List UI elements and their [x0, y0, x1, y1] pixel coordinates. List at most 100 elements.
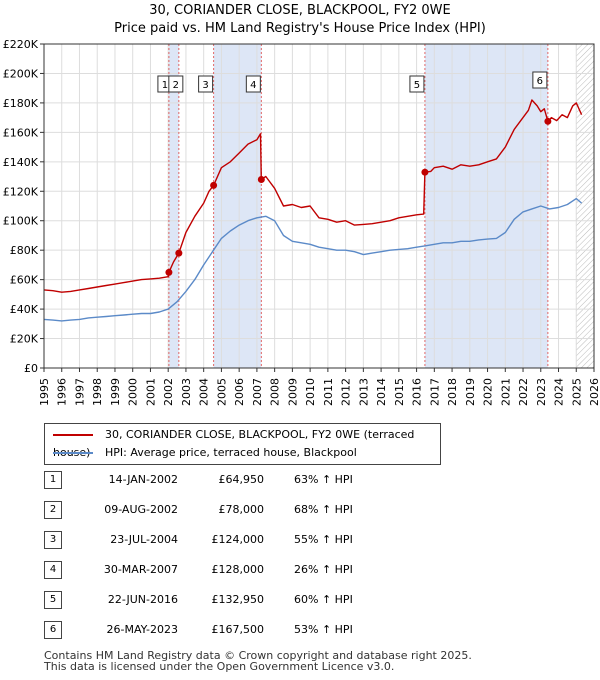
y-tick-label: £120K — [3, 185, 39, 198]
x-tick-label: 2018 — [446, 378, 459, 406]
x-tick-label: 1999 — [109, 378, 122, 406]
x-tick-label: 1995 — [38, 378, 51, 406]
sale-number: 1 — [44, 471, 62, 489]
x-tick-label: 2007 — [251, 378, 264, 406]
sale-marker-dot — [175, 249, 183, 257]
sale-marker-dot — [544, 117, 552, 125]
y-tick-label: £140K — [3, 156, 39, 169]
legend-item-property: 30, CORIANDER CLOSE, BLACKPOOL, FY2 0WE … — [53, 426, 440, 459]
sale-hpi-change: 63% ↑ HPI — [294, 473, 353, 486]
footer-line-1: Contains HM Land Registry data © Crown c… — [44, 649, 472, 662]
sale-label-box — [245, 75, 261, 93]
sale-label-text: 3 — [202, 80, 208, 91]
chart-title: 30, CORIANDER CLOSE, BLACKPOOL, FY2 0WE … — [0, 2, 600, 38]
x-tick-label: 1997 — [73, 378, 86, 406]
x-tick-label: 2017 — [428, 378, 441, 406]
x-tick-label: 2025 — [570, 378, 583, 406]
x-tick-label: 1998 — [91, 378, 104, 406]
title-line-1: 30, CORIANDER CLOSE, BLACKPOOL, FY2 0WE — [149, 3, 451, 18]
x-tick-label: 2023 — [535, 378, 548, 406]
sale-label-4: 4 — [245, 75, 261, 93]
projection-hatch — [576, 44, 594, 368]
property-series-line — [43, 99, 583, 293]
sale-date: 09-AUG-2002 — [104, 503, 178, 516]
y-tick-label: £40K — [10, 303, 39, 316]
y-tick-label: £20K — [10, 333, 39, 346]
y-tick-label: £220K — [3, 38, 39, 51]
sale-price: £132,950 — [211, 593, 265, 606]
sale-date: 26-MAY-2023 — [106, 623, 178, 636]
sale-marker-dot — [421, 168, 429, 176]
sale-price: £78,000 — [218, 503, 265, 516]
x-tick-label: 2000 — [127, 378, 140, 406]
sale-marker-dot — [165, 268, 173, 276]
x-tick-label: 2021 — [499, 378, 512, 406]
y-tick-label: £100K — [3, 215, 39, 228]
legend-swatch-hpi — [53, 452, 93, 454]
sale-label-2: 2 — [168, 75, 184, 93]
sale-markers — [165, 117, 552, 276]
sale-label-box — [168, 75, 184, 93]
x-tick-label: 2005 — [215, 378, 228, 406]
x-tick-label: 2010 — [304, 378, 317, 406]
sale-date: 30-MAR-2007 — [103, 563, 178, 576]
sale-label-box — [532, 71, 548, 89]
sale-hpi-change: 55% ↑ HPI — [294, 533, 353, 546]
sale-label-3: 3 — [198, 75, 214, 93]
legend-swatch-property — [53, 434, 93, 436]
sale-hpi-change: 68% ↑ HPI — [294, 503, 353, 516]
sale-date: 14-JAN-2002 — [108, 473, 178, 486]
sale-price: £124,000 — [211, 533, 265, 546]
sale-label-text: 5 — [414, 80, 420, 91]
y-tick-label: £200K — [3, 67, 39, 80]
shaded-range — [168, 44, 179, 368]
x-tick-label: 2009 — [286, 378, 299, 406]
x-tick-label: 2013 — [357, 378, 370, 406]
footer: Contains HM Land Registry data © Crown c… — [44, 650, 472, 672]
x-tick-label: 2008 — [269, 378, 282, 406]
sale-price: £167,500 — [211, 623, 265, 636]
sale-label-box — [198, 75, 214, 93]
x-tick-label: 2003 — [180, 378, 193, 406]
sale-number: 5 — [44, 591, 62, 609]
x-tick-label: 2022 — [517, 378, 530, 406]
sale-label-box — [409, 75, 425, 93]
x-tick-label: 2014 — [375, 378, 388, 406]
footer-line-2: This data is licensed under the Open Gov… — [44, 660, 395, 673]
x-tick-label: 2016 — [411, 378, 424, 406]
title-line-2: Price paid vs. HM Land Registry's House … — [114, 21, 486, 36]
sale-hpi-change: 26% ↑ HPI — [294, 563, 353, 576]
sale-hpi-change: 53% ↑ HPI — [294, 623, 353, 636]
sale-label-text: 6 — [537, 76, 543, 87]
series-lines — [43, 99, 583, 322]
sale-label-5: 5 — [409, 75, 425, 93]
y-tick-label: £180K — [3, 97, 39, 110]
legend: 30, CORIANDER CLOSE, BLACKPOOL, FY2 0WE … — [44, 423, 441, 465]
x-tick-label: 2011 — [322, 378, 335, 406]
x-tick-label: 2002 — [162, 378, 175, 406]
x-tick-label: 1996 — [56, 378, 69, 406]
sale-date: 22-JUN-2016 — [107, 593, 178, 606]
x-tick-label: 2026 — [588, 378, 600, 406]
y-tick-label: £0 — [24, 362, 38, 375]
sale-number: 3 — [44, 531, 62, 549]
sale-hpi-change: 60% ↑ HPI — [294, 593, 353, 606]
y-axis-ticks: £0 £20K £40K £60K £80K £100K £120K £140K £160K £1… — [3, 38, 44, 375]
sale-number: 2 — [44, 501, 62, 519]
x-tick-label: 2020 — [482, 378, 495, 406]
legend-label-hpi: HPI: Average price, terraced house, Blac… — [105, 446, 357, 459]
x-tick-label: 2015 — [393, 378, 406, 406]
hpi-series-line — [43, 197, 583, 322]
x-tick-label: 2012 — [340, 378, 353, 406]
x-tick-label: 2024 — [553, 378, 566, 406]
sale-label-text: 1 — [162, 80, 168, 91]
x-tick-label: 2006 — [233, 378, 246, 406]
x-tick-label: 2001 — [144, 378, 157, 406]
legend-item-hpi: HPI: Average price, terraced house, Blac… — [53, 444, 357, 462]
shaded-range — [213, 44, 262, 368]
x-tick-label: 2019 — [464, 378, 477, 406]
sale-date: 23-JUL-2004 — [110, 533, 178, 546]
y-tick-label: £60K — [10, 274, 39, 287]
